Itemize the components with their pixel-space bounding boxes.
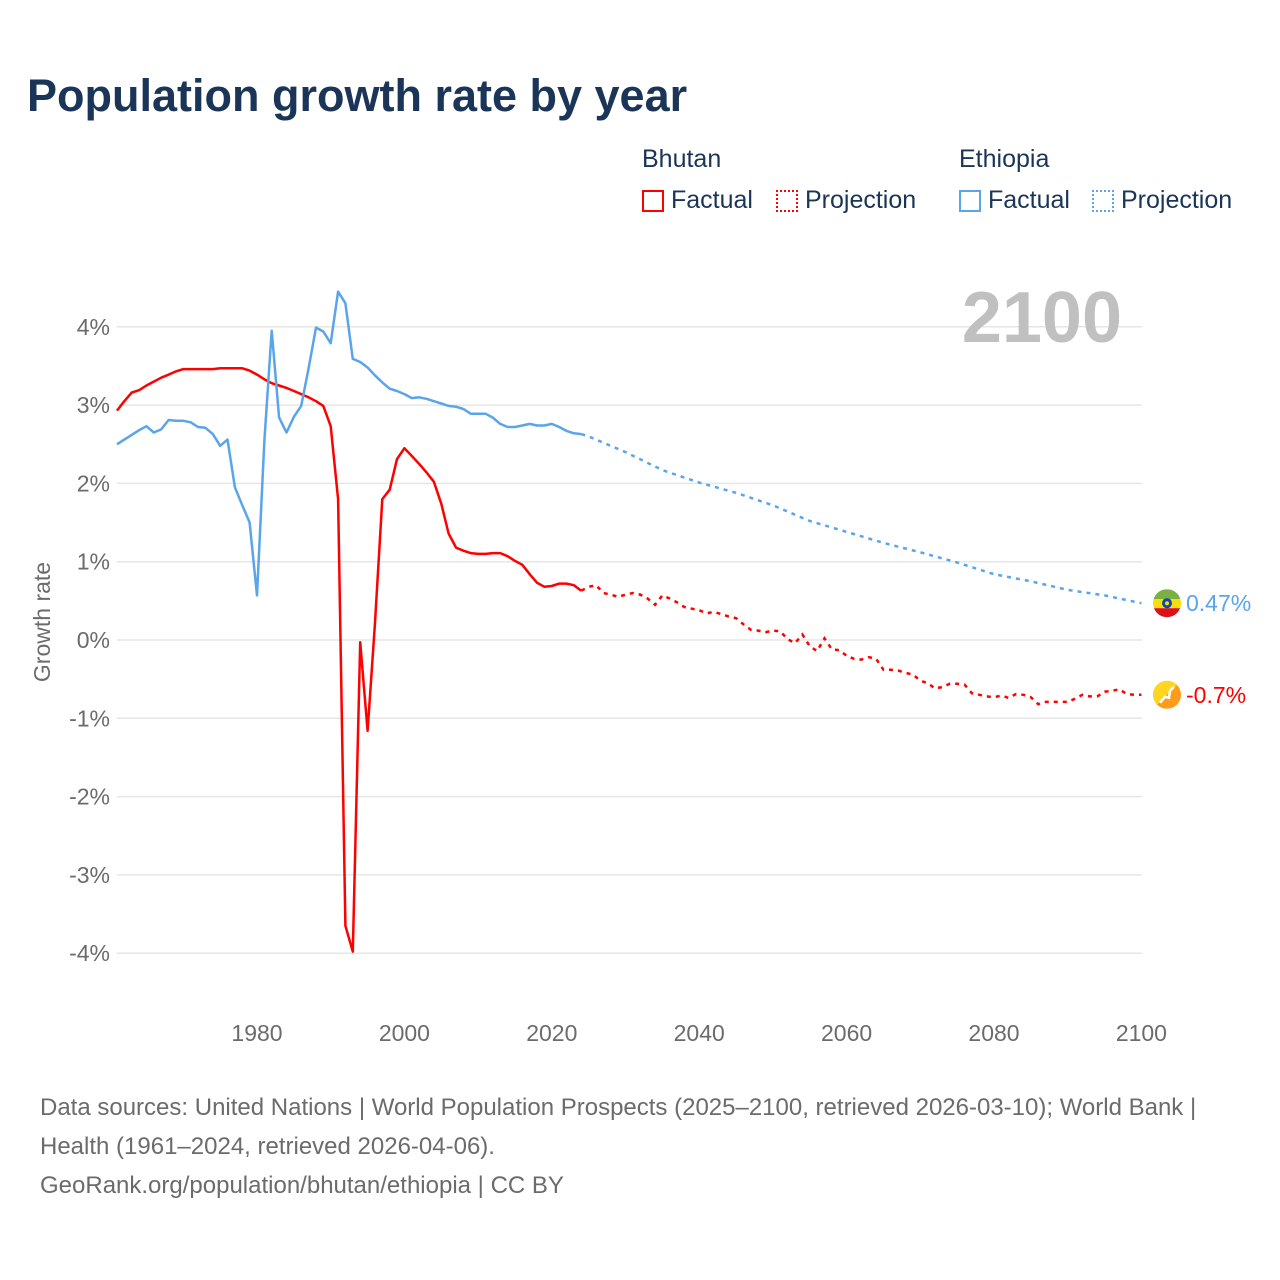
bhutan-projection-line <box>580 583 1142 706</box>
current-year-label: 2100 <box>962 278 1122 358</box>
ethiopia-projection-line <box>580 432 1142 605</box>
y-tick-label: 3% <box>77 392 110 418</box>
x-tick-label: 2000 <box>379 1020 430 1046</box>
y-tick-label: -4% <box>69 940 110 966</box>
legend-label: Factual <box>671 186 753 214</box>
legend-ethiopia-factual[interactable]: Factual <box>959 186 1070 215</box>
y-tick-label: 2% <box>77 470 110 496</box>
legend-group-bhutan: Bhutan <box>642 145 722 173</box>
legend-label: Projection <box>805 186 917 214</box>
bhutan-factual-line <box>116 367 583 953</box>
legend-label: Factual <box>988 186 1070 214</box>
y-tick-label: 0% <box>77 627 110 653</box>
y-tick-label: 4% <box>77 314 110 340</box>
y-axis-label: Growth rate <box>29 562 55 682</box>
legend-bhutan-projection[interactable]: Projection <box>776 186 916 215</box>
y-tick-label: -1% <box>69 705 110 731</box>
footer: Data sources: United Nations | World Pop… <box>40 1088 1240 1205</box>
ethiopia-flag-icon <box>1153 589 1181 618</box>
x-tick-label: 2020 <box>526 1020 577 1046</box>
x-tick-label: 2060 <box>821 1020 872 1046</box>
legend-swatch-solid <box>959 189 981 212</box>
ethiopia-end-value-label: 0.47% <box>1186 590 1251 616</box>
y-tick-label: -3% <box>69 862 110 888</box>
x-tick-label: 2040 <box>674 1020 725 1046</box>
x-tick-label: 2100 <box>1116 1020 1167 1046</box>
page-title: Population growth rate by year <box>27 70 688 121</box>
legend-label: Projection <box>1121 186 1233 214</box>
x-tick-label: 2080 <box>968 1020 1019 1046</box>
ethiopia-factual-line <box>116 290 582 597</box>
bhutan-flag-icon <box>1153 680 1181 709</box>
y-tick-label: 1% <box>77 549 110 575</box>
legend-ethiopia-projection[interactable]: Projection <box>1092 186 1232 215</box>
legend-swatch-solid <box>642 189 664 212</box>
y-tick-label: -2% <box>69 784 110 810</box>
legend-swatch-dotted <box>1092 189 1114 212</box>
x-tick-label: 1980 <box>231 1020 282 1046</box>
bhutan-end-value-label: -0.7% <box>1186 682 1246 708</box>
source-link[interactable]: GeoRank.org/population/bhutan/ethiopia |… <box>40 1172 564 1199</box>
legend-bhutan-factual[interactable]: Factual <box>642 186 753 215</box>
legend-group-ethiopia: Ethiopia <box>959 145 1050 173</box>
data-sources: Data sources: United Nations | World Pop… <box>40 1094 1197 1160</box>
legend-swatch-dotted <box>776 189 798 212</box>
